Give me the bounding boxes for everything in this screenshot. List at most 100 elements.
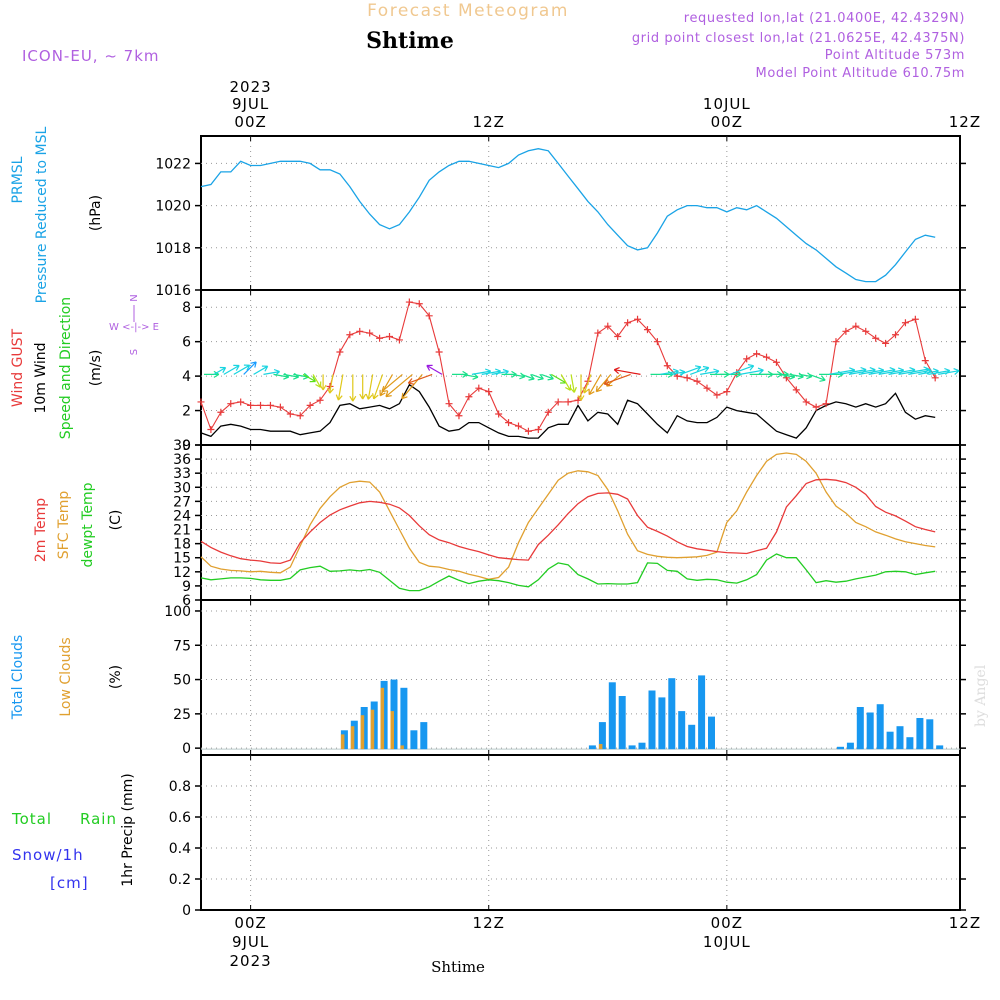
precip-tick-label: 0.2	[169, 872, 191, 888]
wind-arrow	[588, 374, 602, 396]
bottom-hour-label: 00Z	[234, 914, 266, 932]
requested-coords: requested lon,lat (21.0400E, 42.4329N)	[684, 11, 965, 26]
total-cloud-bar	[688, 724, 696, 750]
gust-point	[395, 336, 403, 344]
precip-panel: 0 0.2 0.4 0.6 0.8	[169, 754, 966, 919]
wind-arrow	[531, 373, 544, 381]
gust-point	[376, 334, 384, 342]
gust-point	[594, 329, 602, 337]
gust-point	[415, 300, 423, 308]
temp-2m-line	[200, 478, 936, 565]
low-cloud-bar	[380, 687, 385, 750]
gust-point	[604, 322, 612, 330]
gust-point	[346, 331, 354, 339]
clouds-tick-label: 100	[164, 604, 191, 620]
temperature-tick-label: 24	[173, 508, 191, 524]
wind-arrow	[689, 365, 710, 375]
wind-tick-label: 0	[182, 438, 191, 454]
total-cloud-bar	[608, 682, 616, 750]
pressure-frame	[200, 135, 961, 291]
wind-arrow	[233, 364, 251, 375]
temperature-tick-label: 18	[173, 537, 191, 553]
gust-point	[683, 374, 691, 382]
total-cloud-bar	[648, 690, 656, 750]
top-time-axis: 20239JUL00Z12Z10JUL00Z12Z11JUL00Z12Z	[230, 78, 981, 131]
temperature-tick-label: 36	[173, 452, 191, 468]
gust-point	[405, 298, 413, 306]
wind-arrow	[679, 365, 702, 375]
precip-side-labels: Total Rain Snow/1h [cm] 1hr Precip (mm)	[11, 773, 136, 892]
top-hour-label: 12Z	[473, 113, 505, 131]
location-title: Shtime	[366, 28, 454, 54]
temperature-tick-label: 15	[173, 551, 191, 567]
wind-arrow	[385, 373, 413, 398]
gust-point	[763, 353, 771, 361]
wind-arrow	[243, 361, 257, 375]
pressure-side-labels: PRMSL Pressure Reduced to MSL (hPa)	[10, 126, 104, 303]
clouds-side-labels: Total Clouds Low Clouds (%)	[10, 635, 124, 720]
bottom-location: Shtime	[431, 958, 485, 976]
low-cloud-bar	[390, 711, 394, 750]
snow-label: Snow/1h	[12, 846, 84, 864]
wind-arrow	[908, 367, 932, 375]
low-cloud-bar	[360, 715, 365, 750]
gust-point	[911, 315, 919, 323]
total-cloud-bar	[618, 696, 626, 750]
compass-s-label: S	[129, 349, 140, 355]
precip-tick-label: 0.8	[169, 779, 191, 795]
gust-point	[257, 401, 265, 409]
top-hour-label: 00Z	[711, 113, 743, 131]
wind-unit: (m/s)	[88, 350, 104, 387]
gust-point	[931, 374, 939, 382]
total-cloud-bar	[410, 730, 418, 750]
wind-arrow	[613, 367, 641, 375]
gust-point	[772, 358, 780, 366]
total-cloud-bar	[837, 746, 844, 750]
sfc-temp-line	[200, 452, 936, 580]
credit-text: by Angel	[973, 664, 989, 727]
gust-point	[872, 334, 880, 342]
total-cloud-bar	[866, 712, 874, 750]
gust-point	[554, 398, 562, 406]
wind-arrow	[253, 365, 269, 375]
wind-arrow	[379, 374, 394, 397]
pressure-label-desc: Pressure Reduced to MSL	[34, 126, 50, 303]
bottom-year-label: 2023	[230, 952, 272, 970]
gust-point	[316, 396, 324, 404]
wind-speed-dir-label: Speed and Direction	[58, 297, 74, 439]
low-clouds-label: Low Clouds	[58, 637, 74, 716]
temperature-tick-label: 21	[173, 523, 191, 539]
gust-point	[812, 403, 820, 411]
low-cloud-bar	[598, 744, 603, 750]
temp-2m-label: 2m Temp	[33, 498, 49, 562]
clouds-frame	[200, 599, 961, 756]
pressure-label-prmsl: PRMSL	[10, 156, 26, 203]
gust-point	[227, 400, 235, 408]
wind-arrow	[401, 374, 423, 400]
pressure-tick-label: 1022	[155, 156, 191, 172]
total-cloud-bar	[886, 731, 894, 750]
gust-point	[743, 355, 751, 363]
gust-point	[386, 333, 394, 340]
gust-point	[366, 329, 374, 337]
gust-point	[862, 327, 870, 335]
total-cloud-bar	[628, 745, 636, 750]
gust-point	[286, 410, 294, 418]
gust-point	[524, 427, 532, 435]
rain-label: Rain	[80, 810, 117, 828]
gust-point	[663, 362, 671, 370]
wind-arrow	[471, 368, 492, 376]
snow-unit-label: [cm]	[50, 874, 89, 892]
gust-point	[634, 315, 642, 323]
grid-point-coords: grid point closest lon,lat (21.0625E, 42…	[632, 31, 965, 46]
wind-arrow	[595, 374, 612, 393]
wind-arrow	[582, 374, 592, 394]
gust-point	[197, 398, 205, 406]
wind-arrow	[327, 374, 334, 394]
temperature-tick-label: 33	[173, 466, 191, 482]
wind-arrow	[541, 373, 554, 381]
gust-point	[475, 384, 483, 392]
bottom-date-label: 10JUL	[703, 933, 751, 951]
wind-frame	[200, 289, 961, 446]
